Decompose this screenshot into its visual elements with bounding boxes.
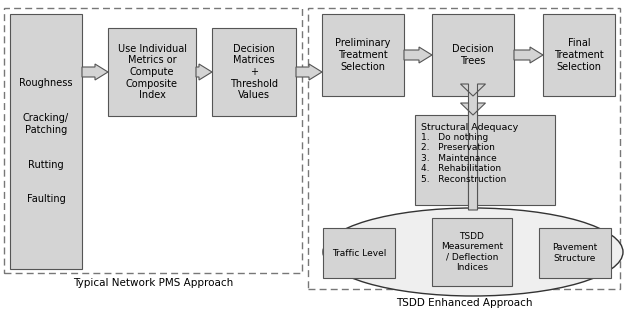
Polygon shape (196, 64, 212, 80)
Text: Decision
Trees: Decision Trees (452, 44, 494, 66)
Polygon shape (514, 47, 543, 63)
Polygon shape (82, 64, 108, 80)
Polygon shape (296, 64, 322, 80)
Text: TSDD Enhanced Approach: TSDD Enhanced Approach (396, 298, 532, 308)
Text: TSDD
Measurement
/ Deflection
Indices: TSDD Measurement / Deflection Indices (441, 232, 503, 272)
Bar (322, 14, 404, 96)
Text: Pavement
Structure: Pavement Structure (552, 243, 598, 263)
Text: Final
Treatment
Selection: Final Treatment Selection (554, 38, 604, 72)
Polygon shape (461, 103, 485, 210)
Bar (415, 115, 555, 205)
Bar (10, 14, 82, 269)
Bar (323, 228, 395, 278)
Bar (543, 14, 615, 96)
Polygon shape (404, 47, 432, 63)
Text: Preliminary
Treatment
Selection: Preliminary Treatment Selection (335, 38, 391, 72)
Ellipse shape (323, 208, 623, 296)
Bar (539, 228, 611, 278)
Text: Typical Network PMS Approach: Typical Network PMS Approach (73, 278, 233, 288)
Bar (432, 218, 512, 286)
Text: Roughness


Cracking/
Patching


Rutting


Faulting: Roughness Cracking/ Patching Rutting Fau… (19, 78, 73, 204)
Bar (4, 8, 302, 273)
Bar (212, 28, 296, 116)
Bar (108, 28, 196, 116)
Bar (432, 14, 514, 96)
Text: Decision
Matrices
+
Threshold
Values: Decision Matrices + Threshold Values (230, 44, 278, 100)
Text: Use Individual
Metrics or
Compute
Composite
Index: Use Individual Metrics or Compute Compos… (117, 44, 187, 100)
Text: Structural Adequacy: Structural Adequacy (421, 123, 519, 132)
Text: Traffic Level: Traffic Level (332, 248, 386, 257)
Bar (308, 8, 620, 289)
Text: 1.   Do nothing
2.   Preservation
3.   Maintenance
4.   Rehabilitation
5.   Reco: 1. Do nothing 2. Preservation 3. Mainten… (421, 133, 506, 183)
Polygon shape (461, 84, 485, 205)
